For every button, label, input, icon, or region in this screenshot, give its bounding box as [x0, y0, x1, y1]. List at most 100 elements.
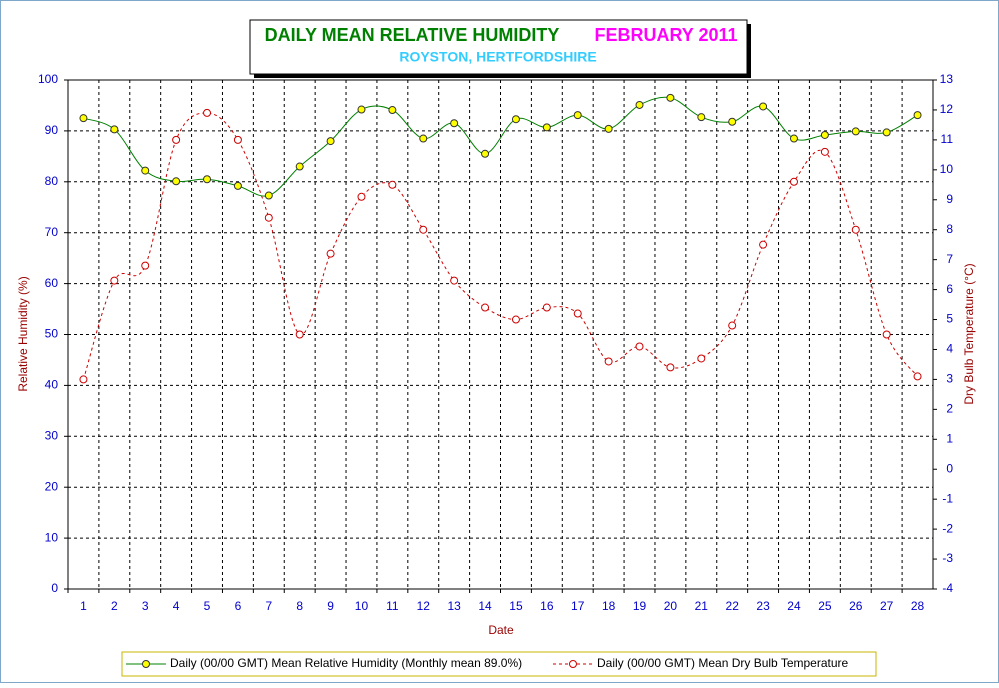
point [511, 315, 520, 324]
point [357, 192, 366, 201]
y2-axis-label: Dry Bulb Temperature (°C) [962, 263, 976, 404]
point [233, 135, 242, 144]
point [542, 123, 551, 132]
x-tick-label: 9 [327, 599, 334, 613]
y-axis-label: Relative Humidity (%) [16, 276, 30, 391]
y2-tick-label: 1 [946, 431, 953, 445]
x-tick-label: 12 [417, 599, 431, 613]
point [326, 249, 335, 258]
point [233, 181, 242, 190]
point [759, 102, 768, 111]
point [573, 309, 582, 318]
x-tick-label: 16 [540, 599, 554, 613]
y2-tick-label: 5 [946, 312, 953, 326]
point [604, 357, 613, 366]
point [851, 127, 860, 136]
y2-tick-label: 9 [946, 192, 953, 206]
point [141, 166, 150, 175]
x-tick-label: 24 [787, 599, 801, 613]
point [203, 175, 212, 184]
x-tick-label: 8 [296, 599, 303, 613]
y-tick-label: 50 [45, 327, 59, 341]
y2-tick-label: 8 [946, 222, 953, 236]
y2-tick-label: 11 [941, 132, 954, 146]
y2-tick-label: -1 [942, 491, 953, 505]
point [635, 342, 644, 351]
y-tick-label: 100 [38, 72, 58, 86]
chart-subtitle: ROYSTON, HERTFORDSHIRE [399, 49, 596, 65]
point [789, 177, 798, 186]
point [635, 100, 644, 109]
point [697, 354, 706, 363]
x-tick-label: 6 [235, 599, 242, 613]
y-tick-label: 80 [45, 174, 59, 188]
point [789, 134, 798, 143]
x-tick-label: 4 [173, 599, 180, 613]
point [172, 135, 181, 144]
point [388, 106, 397, 115]
y2-tick-label: 4 [946, 342, 953, 356]
legend-label: Daily (00/00 GMT) Mean Relative Humidity… [170, 656, 522, 670]
x-tick-label: 27 [880, 599, 894, 613]
x-tick-label: 20 [664, 599, 678, 613]
chart-period: FEBRUARY 2011 [594, 25, 737, 45]
x-tick-label: 2 [111, 599, 118, 613]
point [666, 363, 675, 372]
x-axis-label: Date [488, 623, 514, 637]
point [913, 372, 922, 381]
point [419, 134, 428, 143]
y2-tick-label: 6 [946, 282, 953, 296]
point [295, 162, 304, 171]
x-tick-label: 5 [204, 599, 211, 613]
y2-tick-label: 3 [946, 372, 953, 386]
point [110, 276, 119, 285]
point [573, 111, 582, 120]
chart-title: DAILY MEAN RELATIVE HUMIDITY [265, 25, 560, 45]
point [851, 225, 860, 234]
x-tick-label: 25 [818, 599, 832, 613]
y-tick-label: 60 [45, 276, 59, 290]
series-line [82, 112, 918, 380]
y-tick-label: 40 [45, 378, 59, 392]
point [326, 137, 335, 146]
point [172, 177, 181, 186]
y2-tick-label: 12 [940, 102, 954, 116]
point [388, 180, 397, 189]
legend-marker [142, 660, 150, 668]
y-tick-label: 10 [45, 530, 59, 544]
x-tick-label: 11 [386, 599, 399, 613]
y-tick-label: 20 [45, 479, 59, 493]
y2-tick-label: -3 [942, 551, 953, 565]
y-tick-label: 30 [45, 428, 59, 442]
point [141, 261, 150, 270]
point [913, 111, 922, 120]
x-tick-label: 1 [80, 599, 87, 613]
title-box [249, 19, 748, 75]
legend-marker [569, 660, 577, 668]
point [697, 113, 706, 122]
point [295, 330, 304, 339]
x-tick-label: 22 [726, 599, 740, 613]
series-line [83, 96, 918, 197]
point [666, 93, 675, 102]
x-tick-label: 21 [695, 599, 709, 613]
x-tick-label: 23 [756, 599, 770, 613]
point [820, 130, 829, 139]
point [542, 303, 551, 312]
y2-tick-label: -2 [942, 521, 953, 535]
point [604, 124, 613, 133]
x-tick-label: 26 [849, 599, 863, 613]
point [79, 114, 88, 123]
x-tick-label: 3 [142, 599, 149, 613]
point [728, 117, 737, 126]
x-tick-label: 10 [355, 599, 369, 613]
point [419, 225, 428, 234]
point [79, 375, 88, 384]
y2-tick-label: -4 [942, 581, 953, 595]
x-tick-label: 19 [633, 599, 647, 613]
point [882, 128, 891, 137]
x-tick-label: 18 [602, 599, 616, 613]
y2-tick-label: 13 [940, 72, 954, 86]
